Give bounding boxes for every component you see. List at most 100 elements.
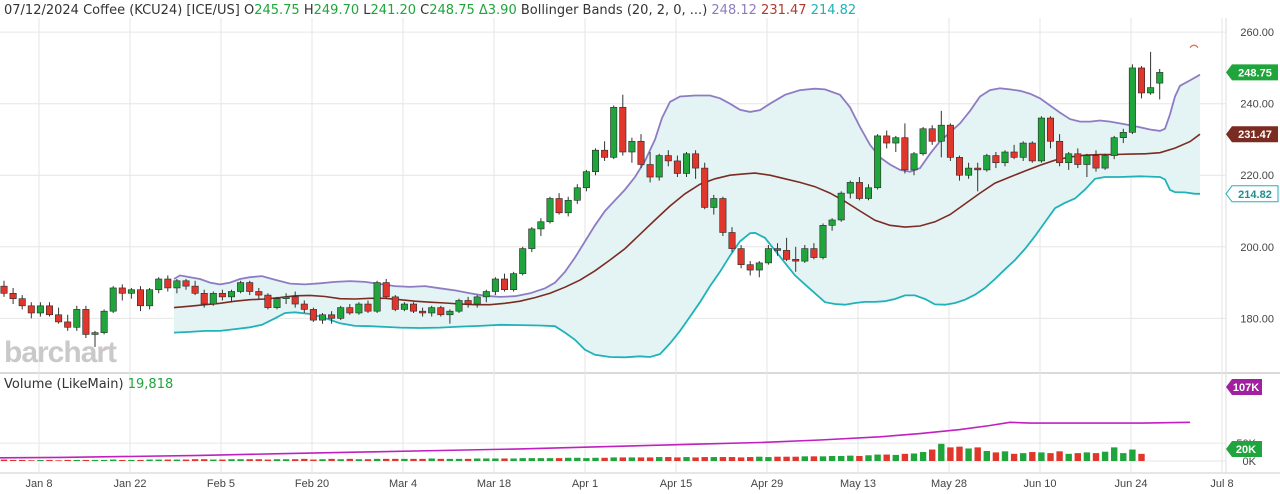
legend-symbol: Coffee (KCU24) [ICE/US]	[83, 3, 240, 18]
candle-body	[792, 259, 800, 262]
candle-body	[1065, 153, 1073, 164]
volume-bar	[501, 458, 508, 461]
volume-bar	[437, 458, 444, 461]
volume-bar	[601, 457, 608, 461]
volume-bar	[728, 457, 736, 461]
candle-body	[546, 198, 554, 223]
candle-body	[737, 248, 745, 265]
candle-body	[746, 264, 754, 271]
candle-body	[264, 294, 272, 308]
volume-average-badge: 107K	[1233, 382, 1259, 394]
candle-body	[655, 155, 663, 178]
volume-bar	[373, 458, 381, 461]
volume-bar	[719, 457, 727, 461]
candle-body	[955, 157, 963, 176]
candle-body	[0, 285, 8, 294]
candle-body	[819, 225, 827, 258]
candle-body	[109, 287, 117, 312]
volume-bar	[537, 458, 545, 461]
volume-bar	[665, 457, 672, 461]
volume-bar	[455, 458, 463, 461]
candle-body	[1001, 151, 1009, 164]
volume-bar	[1029, 452, 1036, 461]
volume-bar	[273, 459, 281, 461]
candle-body	[637, 140, 645, 165]
candle-body	[983, 155, 991, 171]
candle-body	[400, 303, 408, 310]
legend-high-value: 249.70	[313, 3, 360, 18]
candle-body	[965, 167, 973, 176]
candle-body	[855, 182, 863, 199]
time-tick-label: Jan 22	[113, 478, 146, 490]
volume-bar	[355, 459, 363, 461]
candle-body	[992, 155, 1000, 164]
candle-body	[300, 303, 308, 310]
time-tick-label: May 28	[931, 478, 967, 490]
volume-bar	[756, 456, 763, 461]
volume-bar	[656, 457, 663, 461]
time-tick-label: Jun 24	[1114, 478, 1147, 490]
candle-body	[701, 167, 709, 208]
volume-bar	[874, 454, 881, 461]
candle-body	[610, 106, 618, 158]
volume-bar	[992, 452, 1000, 461]
volume-bar	[237, 459, 244, 461]
volume-bar	[1138, 453, 1145, 461]
volume-bar	[392, 458, 399, 461]
volume-bar	[610, 457, 617, 461]
price-tick-label: 240.00	[1240, 99, 1274, 111]
volume-bar	[282, 459, 290, 461]
candle-body	[1138, 67, 1146, 94]
volume-bar	[701, 457, 708, 461]
volume-tick-label: 0K	[1243, 456, 1257, 468]
candle-body	[692, 153, 700, 169]
candle-body	[628, 140, 636, 153]
volume-bar	[565, 457, 572, 461]
candle-body	[1101, 155, 1109, 169]
candle-body	[82, 309, 90, 335]
candle-body	[555, 198, 563, 214]
candle-body	[510, 273, 518, 291]
volume-bar	[164, 459, 171, 461]
legend-date: 07/12/2024	[4, 3, 79, 18]
volume-bar	[810, 456, 818, 461]
candle-body	[309, 309, 317, 321]
volume-bar	[419, 458, 426, 461]
legend-bb-mid: 231.47	[761, 3, 807, 18]
time-tick-label: Apr 29	[751, 478, 783, 490]
candle-body	[619, 106, 627, 153]
bollinger-upper-line	[173, 73, 1201, 298]
legend-open-label: O	[243, 3, 255, 18]
volume-bar	[91, 459, 99, 461]
candle-body	[1092, 155, 1100, 169]
volume-bar	[929, 449, 936, 461]
volume-bar	[428, 458, 435, 461]
candle-body	[328, 314, 336, 319]
candle-body	[946, 124, 954, 158]
volume-bar	[1001, 451, 1009, 461]
volume-bar	[82, 459, 90, 461]
candle-body	[1028, 142, 1036, 162]
candle-body	[801, 248, 809, 262]
volume-bar	[9, 459, 17, 461]
volume-bar	[683, 457, 690, 461]
candle-body	[273, 298, 281, 308]
bb-lower-badge: 214.82	[1238, 189, 1272, 201]
time-tick-label: Apr 1	[572, 478, 598, 490]
volume-bar	[337, 459, 344, 461]
candle-body	[528, 228, 536, 249]
candle-body	[164, 278, 172, 289]
volume-bar	[910, 453, 918, 461]
volume-bar	[173, 459, 181, 461]
candle-body	[346, 307, 354, 314]
candle-body	[246, 282, 254, 292]
volume-bar	[737, 457, 745, 461]
legend-bb-lower: 214.82	[810, 3, 857, 18]
legend-close-label: C	[420, 3, 430, 18]
volume-bar	[555, 458, 563, 461]
volume-bar	[483, 458, 490, 461]
candle-body	[673, 160, 681, 174]
legend-high-label: H	[303, 3, 314, 18]
period-low-marker	[98, 347, 108, 351]
candle-body	[1037, 117, 1045, 162]
